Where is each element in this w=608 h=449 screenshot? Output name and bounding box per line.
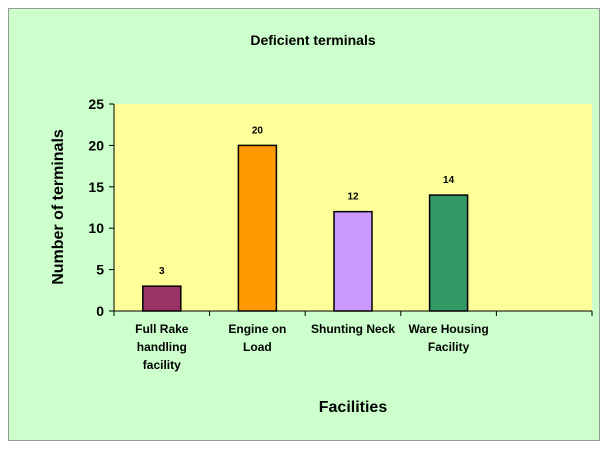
- bar: [142, 285, 182, 312]
- y-tick-label: 10: [88, 220, 104, 236]
- x-tick-label: Engine on Load: [228, 322, 287, 354]
- value-label: 14: [443, 175, 455, 186]
- y-axis-title: Number of terminals: [50, 129, 67, 285]
- y-tick-label: 20: [88, 137, 104, 153]
- y-tick-label: 5: [96, 262, 104, 278]
- bar: [237, 144, 278, 312]
- x-tick-label: Full Rake handling facility: [135, 322, 189, 372]
- value-label: 20: [252, 125, 264, 136]
- y-tick-label: 0: [96, 303, 104, 319]
- chart-title: Deficient terminals: [250, 32, 375, 48]
- x-axis-title: Facilities: [319, 399, 388, 416]
- x-tick-label: Shunting Neck: [311, 322, 396, 336]
- value-label: 3: [159, 266, 165, 277]
- x-tick-label: Ware Housing Facility: [408, 322, 489, 354]
- y-tick-label: 15: [88, 179, 104, 195]
- bar: [428, 194, 469, 312]
- value-label: 12: [347, 192, 359, 203]
- y-tick-label: 25: [88, 96, 104, 112]
- bar: [333, 210, 373, 312]
